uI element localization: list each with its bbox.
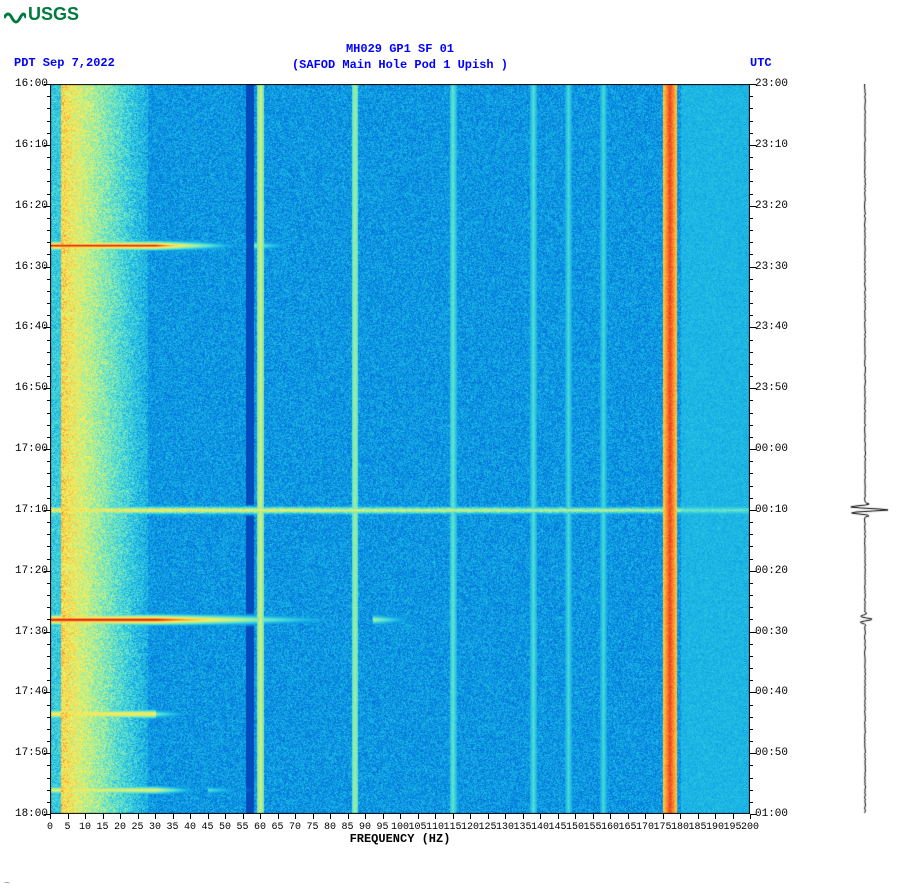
y-tick-right: 00:50 — [755, 747, 805, 759]
y-tick-left: 17:10 — [0, 504, 48, 516]
title-line-1: MH029 GP1 SF 01 — [0, 42, 800, 58]
utc-label: UTC — [750, 56, 772, 70]
y-tick-left: 17:30 — [0, 626, 48, 638]
y-tick-left: 17:50 — [0, 747, 48, 759]
y-axis-left: 16:0016:1016:2016:3016:4016:5017:0017:10… — [0, 84, 48, 814]
y-tick-left: 16:00 — [0, 78, 48, 90]
y-tick-right: 00:00 — [755, 443, 805, 455]
y-tick-right: 00:30 — [755, 626, 805, 638]
y-tick-left: 16:30 — [0, 261, 48, 273]
chart-title: MH029 GP1 SF 01 (SAFOD Main Hole Pod 1 U… — [0, 42, 800, 73]
y-tick-right: 23:10 — [755, 139, 805, 151]
y-tick-right: 01:00 — [755, 808, 805, 820]
y-tick-left: 18:00 — [0, 808, 48, 820]
y-tick-left: 17:00 — [0, 443, 48, 455]
y-tick-right: 23:00 — [755, 78, 805, 90]
y-tick-left: 17:20 — [0, 565, 48, 577]
side-trace — [835, 84, 895, 814]
usgs-logo: USGS — [4, 4, 79, 25]
x-axis-label: FREQUENCY (HZ) — [50, 832, 750, 846]
side-trace-canvas — [835, 84, 895, 814]
title-line-2: (SAFOD Main Hole Pod 1 Upish ) — [0, 58, 800, 74]
spectrogram-canvas — [50, 84, 750, 814]
date-label: PDT Sep 7,2022 — [14, 56, 115, 70]
y-tick-left: 16:10 — [0, 139, 48, 151]
y-tick-left: 17:40 — [0, 686, 48, 698]
footer-mark: ~ — [4, 879, 10, 890]
y-tick-left: 16:50 — [0, 382, 48, 394]
spectrogram-plot — [50, 84, 750, 814]
y-tick-right: 00:40 — [755, 686, 805, 698]
y-tick-left: 16:20 — [0, 200, 48, 212]
logo-text: USGS — [28, 4, 79, 25]
y-tick-right: 23:50 — [755, 382, 805, 394]
y-tick-right: 00:20 — [755, 565, 805, 577]
y-axis-right: 23:0023:1023:2023:3023:4023:5000:0000:10… — [755, 84, 805, 814]
y-tick-left: 16:40 — [0, 321, 48, 333]
y-tick-right: 00:10 — [755, 504, 805, 516]
wave-icon — [4, 6, 26, 24]
y-tick-right: 23:30 — [755, 261, 805, 273]
y-tick-right: 23:20 — [755, 200, 805, 212]
y-tick-right: 23:40 — [755, 321, 805, 333]
